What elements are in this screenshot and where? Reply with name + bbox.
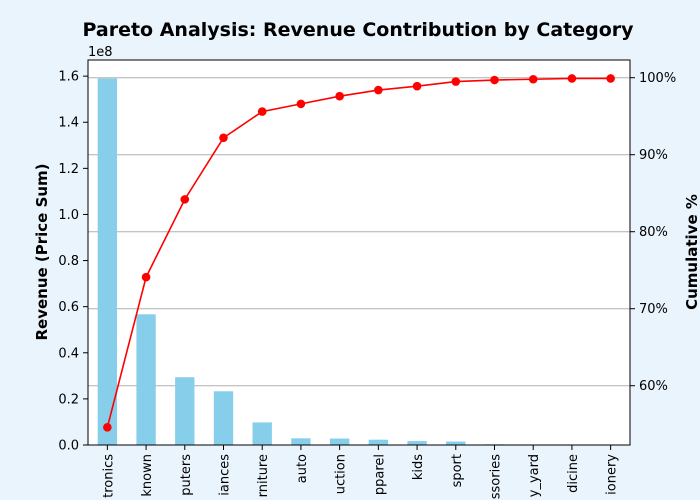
x-tick-label-accessories: ssories [489, 454, 504, 499]
bar-auto [291, 438, 311, 445]
x-tick-label-stationery: ionery [605, 454, 620, 495]
x-tick-label-country_yard: y_yard [527, 454, 542, 497]
bars [97, 78, 621, 445]
point-apparel [374, 85, 383, 95]
y-tick-label: 0.4 [58, 346, 79, 361]
y-tick-label: 0.8 [58, 254, 79, 269]
point-furniture [257, 107, 267, 116]
x-tick-label-auto: auto [295, 454, 310, 483]
x-tick-label-kids: kids [411, 454, 426, 480]
point-country_yard [528, 74, 538, 84]
bar-electronics [97, 78, 118, 445]
x-axis: tronics known puters iances rniture auto uctio… [101, 445, 620, 499]
y-tick-label: 0.2 [58, 392, 79, 407]
chart-title: Pareto Analysis: Revenue Contribution by… [82, 19, 634, 41]
x-tick-label-medicine: dicine [566, 454, 581, 493]
cumulative-line [103, 74, 615, 432]
x-tick-label-appliances: iances [218, 454, 233, 496]
point-accessories [490, 75, 499, 85]
bar-construction [329, 438, 350, 445]
plot-area [88, 60, 630, 445]
x-tick-label-apparel: pparel [372, 454, 387, 495]
point-auto [296, 99, 306, 109]
y-tick-label: 0.6 [58, 300, 79, 315]
point-stationery [606, 74, 615, 83]
y-tick-label: 1.2 [58, 162, 79, 177]
cumulative-polyline [106, 77, 611, 428]
plot-frame [87, 59, 631, 446]
bar-sport [446, 441, 466, 445]
point-unknown [141, 272, 151, 282]
bar-furniture [252, 422, 272, 445]
y-offset-text: 1e8 [88, 45, 113, 60]
y2-tick-label: 80% [639, 225, 668, 240]
y-tick-label: 1.4 [58, 116, 79, 131]
gridlines [88, 77, 630, 387]
point-appliances [219, 133, 228, 143]
y-axis-label: Revenue (Price Sum) [33, 163, 51, 340]
y2-axis-label: Cumulative % [683, 194, 700, 310]
point-kids [412, 81, 422, 91]
left-axis: 0.0 0.2 0.4 0.6 0.8 1.0 1.2 1.4 1.6 [58, 70, 88, 454]
bar-apparel [368, 439, 389, 445]
point-computers [180, 195, 190, 204]
y-tick-label: 1.6 [58, 70, 79, 85]
bar-computers [175, 377, 195, 445]
x-tick-label-unknown: known [140, 454, 155, 497]
x-tick-label-construction: uction [334, 454, 349, 494]
y2-tick-label: 70% [639, 302, 668, 317]
y2-tick-label: 60% [639, 379, 668, 394]
y-tick-label: 1.0 [58, 208, 79, 223]
point-construction [335, 91, 344, 101]
y2-tick-label: 90% [639, 148, 668, 163]
x-tick-label-electronics: tronics [101, 454, 116, 498]
bar-appliances [213, 391, 234, 445]
y2-tick-label: 100% [639, 71, 676, 86]
right-axis: 60% 70% 80% 90% 100% [630, 71, 676, 394]
y-tick-label: 0.0 [58, 439, 79, 454]
x-tick-label-sport: sport [450, 454, 465, 487]
point-medicine [567, 74, 577, 83]
bar-kids [407, 441, 427, 445]
x-tick-label-furniture: rniture [256, 454, 271, 497]
bar-unknown [136, 314, 156, 445]
x-tick-label-computers: puters [179, 454, 194, 496]
point-electronics [103, 422, 112, 432]
point-sport [451, 77, 461, 86]
